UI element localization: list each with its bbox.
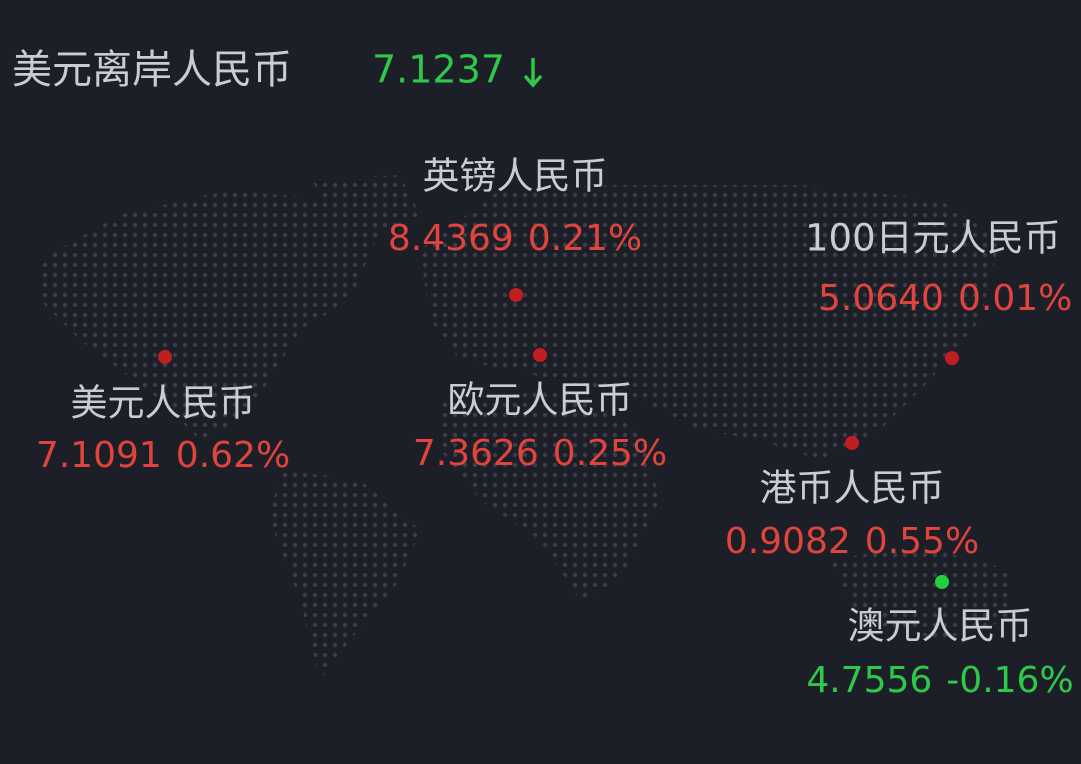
rate-value: 5.0640 0.01% (818, 278, 1072, 319)
rate-price: 8.4369 (388, 218, 514, 259)
rate-value: 4.7556 -0.16% (806, 660, 1073, 701)
location-dot (935, 575, 949, 589)
header-value: 7.1237 (372, 48, 505, 92)
rate-change: 0.01% (958, 278, 1072, 319)
rate-item: 100日元人民币 5.0640 0.01% (805, 217, 1072, 365)
rate-item: 美元人民币 7.1091 0.62% (36, 350, 290, 476)
rate-price: 4.7556 (806, 660, 932, 701)
location-dot (509, 288, 523, 302)
rate-value: 8.4369 0.21% (388, 218, 642, 259)
rate-item: 欧元人民币 7.3626 0.25% (413, 348, 667, 474)
header-title: 美元离岸人民币 (12, 47, 292, 93)
rate-price: 7.1091 (36, 435, 162, 476)
location-dot (845, 436, 859, 450)
rate-change: 0.62% (176, 435, 290, 476)
rate-item: 澳元人民币 4.7556 -0.16% (806, 575, 1074, 701)
world-map (40, 175, 1010, 680)
location-dot (945, 351, 959, 365)
rate-price: 7.3626 (413, 433, 539, 474)
rate-change: -0.16% (946, 660, 1073, 701)
location-dot (158, 350, 172, 364)
rate-change: 0.21% (528, 218, 642, 259)
down-arrow-icon (523, 58, 543, 88)
rate-item: 英镑人民币 8.4369 0.21% (388, 155, 642, 302)
rate-change: 0.25% (553, 433, 667, 474)
rate-name: 港币人民币 (760, 467, 945, 510)
rate-item: 港币人民币 0.9082 0.55% (725, 436, 979, 562)
rate-name: 美元人民币 (71, 382, 256, 425)
rate-name: 欧元人民币 (448, 379, 633, 422)
location-dot (533, 348, 547, 362)
rate-price: 5.0640 (818, 278, 944, 319)
rate-value: 7.3626 0.25% (413, 433, 667, 474)
rate-change: 0.55% (865, 521, 979, 562)
rate-price: 0.9082 (725, 521, 851, 562)
rate-name: 英镑人民币 (423, 155, 608, 198)
rate-value: 0.9082 0.55% (725, 521, 979, 562)
rate-value: 7.1091 0.62% (36, 435, 290, 476)
rate-name: 100日元人民币 (805, 217, 1061, 260)
rate-name: 澳元人民币 (848, 605, 1033, 648)
